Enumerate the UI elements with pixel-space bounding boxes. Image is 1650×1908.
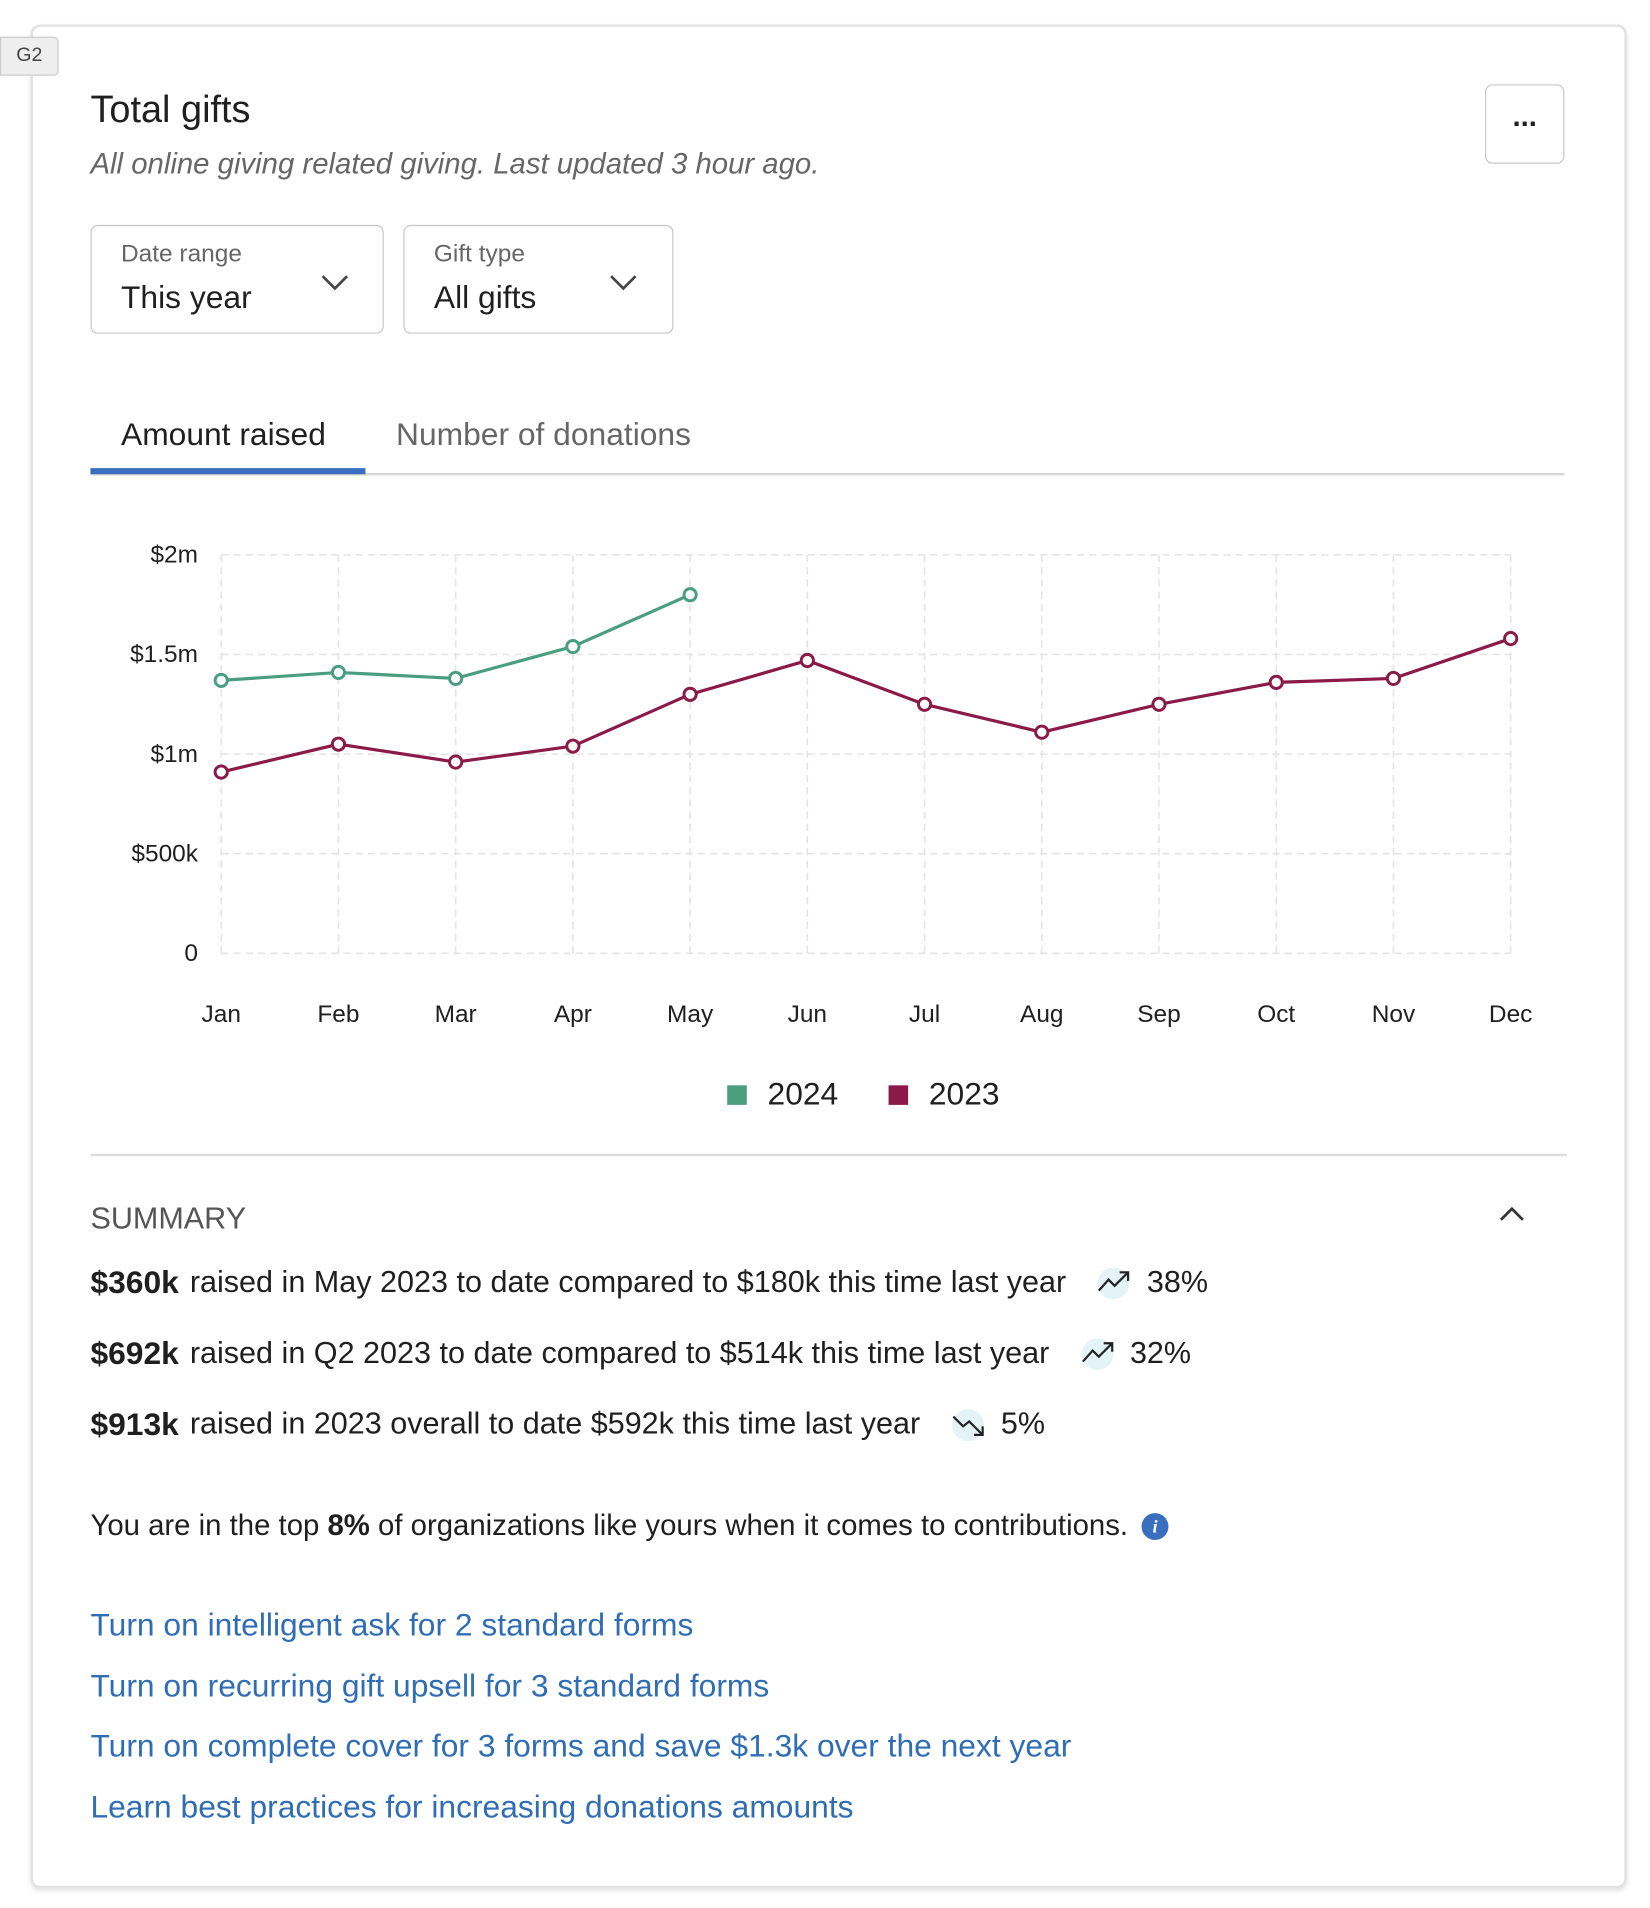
divider	[90, 1153, 1567, 1157]
rank-after: of organizations like yours when it come…	[378, 1509, 1129, 1543]
summary-text: raised in Q2 2023 to date compared to $5…	[189, 1335, 1050, 1371]
collapse-icon[interactable]	[1498, 1205, 1525, 1222]
summary-change: 38%	[1146, 1264, 1209, 1300]
dropdown-label: Gift type	[433, 240, 525, 268]
rank-text: You are in the top 8% of organizations l…	[90, 1509, 1169, 1543]
summary-text: raised in 2023 overall to date $592k thi…	[189, 1406, 921, 1441]
summary-amount: $692k	[90, 1334, 179, 1372]
trend-icon-up	[1098, 1266, 1130, 1299]
action-link[interactable]: Turn on complete cover for 3 forms and s…	[90, 1726, 1072, 1764]
active-tab-indicator	[90, 468, 366, 475]
rank-value: 8%	[327, 1509, 370, 1543]
menu-button[interactable]: ...	[1484, 84, 1565, 164]
card	[30, 24, 1627, 1889]
svg-text:i: i	[1152, 1517, 1158, 1537]
gift-type-dropdown[interactable]: Gift type All gifts	[403, 224, 674, 334]
action-link[interactable]: Turn on recurring gift upsell for 3 stan…	[90, 1666, 770, 1704]
action-link[interactable]: Learn best practices for increasing dona…	[90, 1787, 854, 1825]
summary-amount: $360k	[90, 1263, 179, 1301]
chevron	[321, 275, 349, 291]
date-range-dropdown[interactable]: Date range This year	[90, 224, 384, 334]
dropdown-value: This year	[120, 278, 252, 316]
tab-divider	[90, 472, 1565, 476]
tab[interactable]: Amount raised	[120, 415, 326, 453]
summary-heading: SUMMARY	[90, 1201, 247, 1236]
tab[interactable]: Number of donations	[395, 415, 692, 453]
info-icon[interactable]: i	[1140, 1512, 1169, 1541]
trend-icon-up	[1081, 1337, 1113, 1370]
summary-item: $913k raised in 2023 overall to date $592…	[90, 1406, 1045, 1444]
summary-text: raised in May 2023 to date compared to $…	[189, 1264, 1067, 1300]
card-title: Total gifts	[90, 87, 251, 131]
rank-before: You are in the top	[90, 1509, 320, 1543]
summary-item: $692k raised in Q2 2023 to date compared …	[90, 1335, 1191, 1373]
dropdown-value: All gifts	[433, 278, 537, 316]
trend-icon-down	[951, 1408, 984, 1441]
summary-amount: $913k	[90, 1405, 179, 1443]
chevron	[610, 275, 637, 291]
summary-item: $360k raised in May 2023 to date compared…	[90, 1264, 1208, 1302]
action-link[interactable]: Turn on intelligent ask for 2 standard f…	[90, 1605, 694, 1643]
badge: G2	[0, 36, 59, 76]
dropdown-label: Date range	[120, 240, 242, 268]
summary-change: 5%	[1000, 1406, 1046, 1441]
card-subtitle: All online giving related giving. Last u…	[90, 147, 820, 181]
summary-change: 32%	[1129, 1335, 1192, 1371]
